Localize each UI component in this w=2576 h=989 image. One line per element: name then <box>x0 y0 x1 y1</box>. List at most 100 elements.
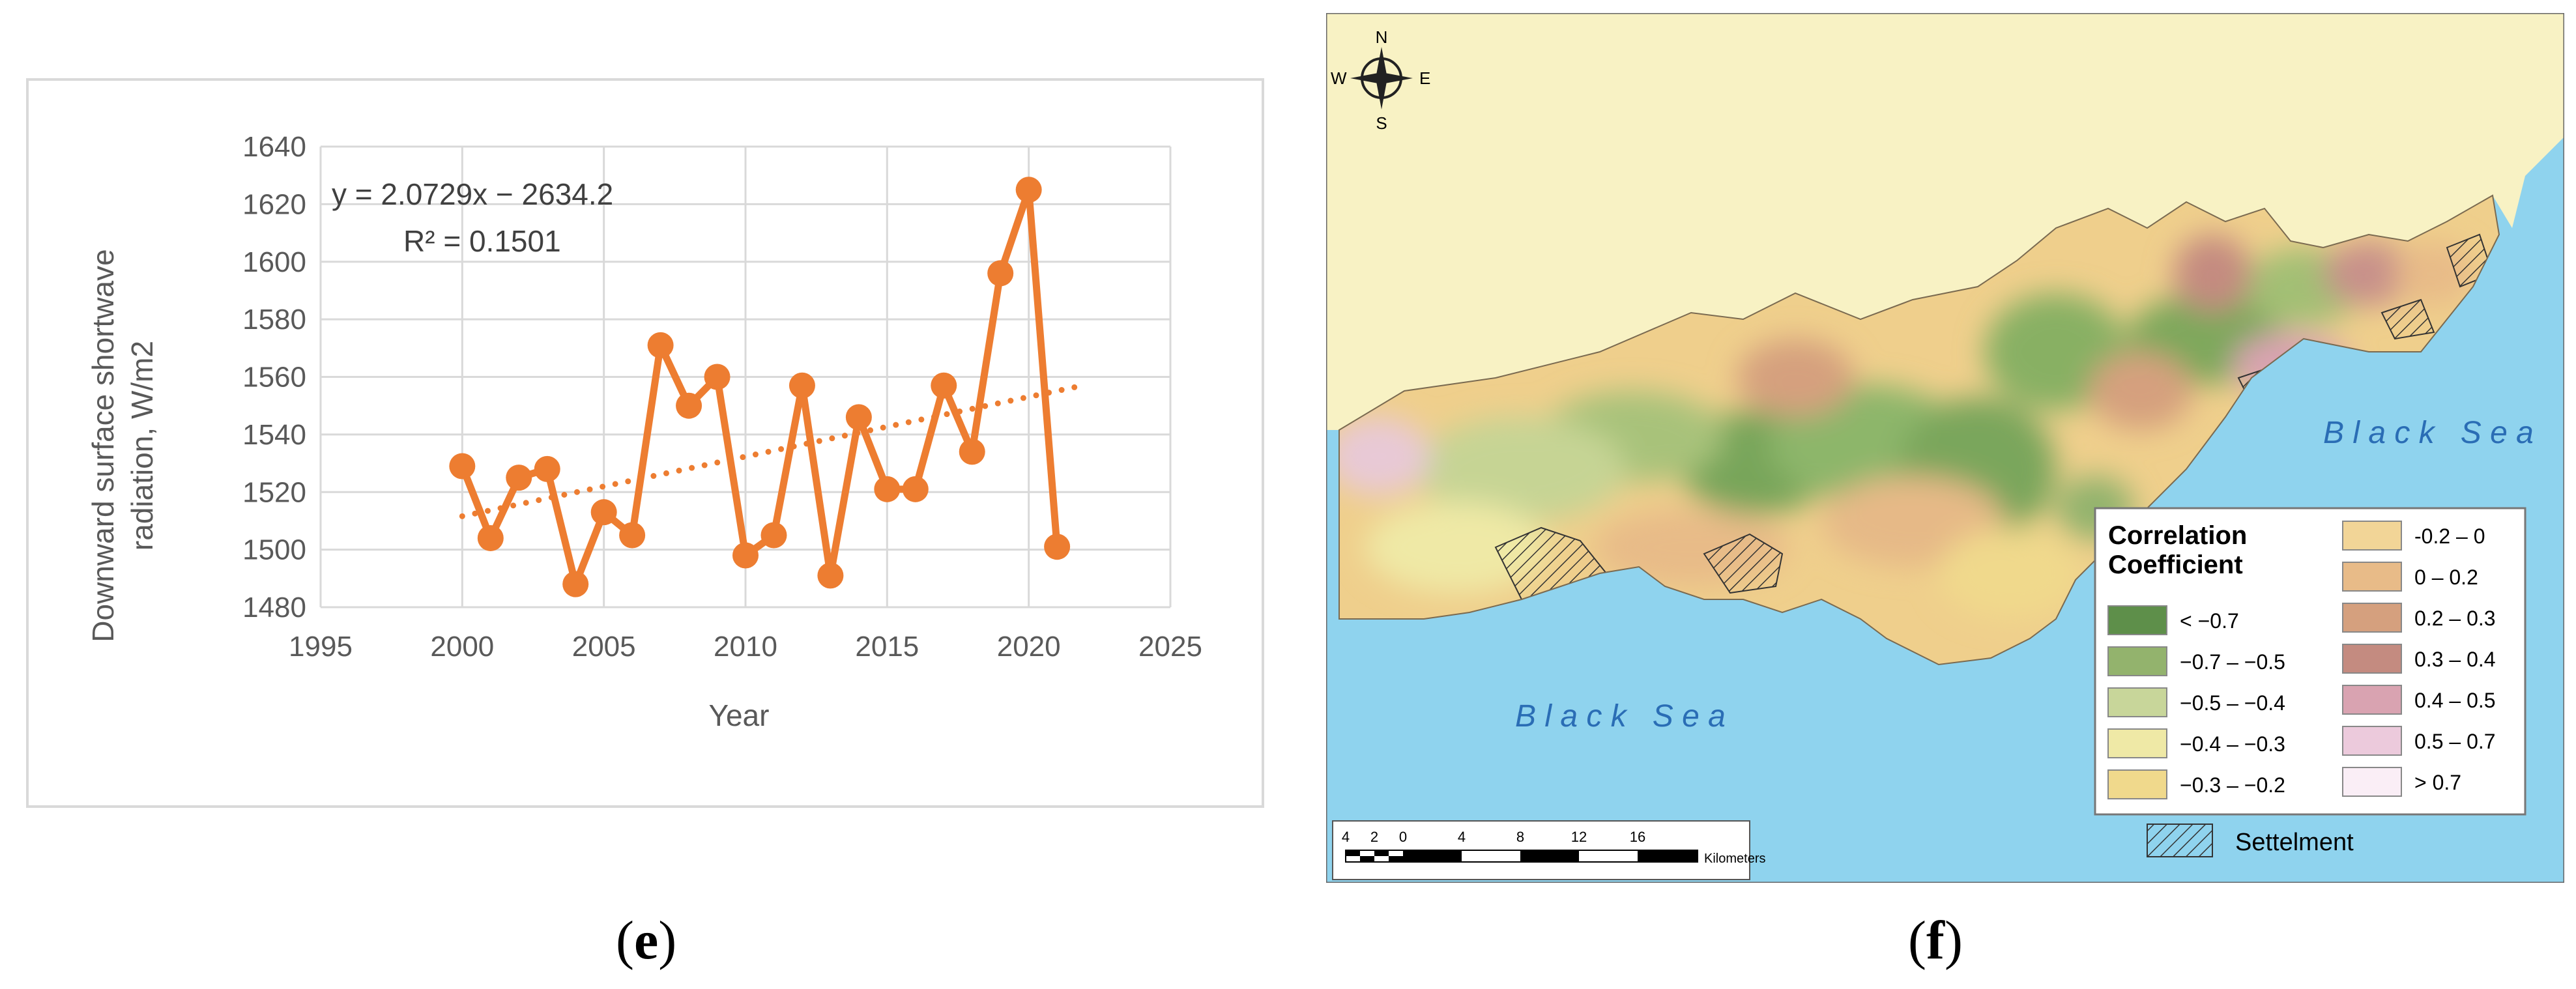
data-point <box>760 522 787 549</box>
x-tick-label: 2010 <box>714 631 777 663</box>
data-point <box>676 392 702 419</box>
y-tick-label: 1620 <box>242 188 306 220</box>
tick-labels: 1480 1500 1520 1540 1560 1580 1600 1620 1640 1995… <box>242 131 1202 663</box>
data-point <box>619 522 646 549</box>
settlement-swatch <box>2147 824 2213 857</box>
data-point <box>931 372 957 399</box>
y-tick-label: 1640 <box>242 131 306 163</box>
y-tick-label: 1560 <box>242 362 306 394</box>
sea-label-right: B l a c k S e a <box>2323 416 2534 450</box>
x-tick-label: 2020 <box>997 631 1061 663</box>
scale-unit: Kilometers <box>1704 852 1765 866</box>
legend-label: −0.4 – −0.3 <box>2180 732 2285 756</box>
sea-label-left: B l a c k S e a <box>1515 699 1726 734</box>
compass-w: W <box>1331 68 1347 88</box>
legend-label: −0.7 – −0.5 <box>2180 650 2285 674</box>
land-area-north <box>1326 13 2564 430</box>
caption-e: (e) <box>616 909 676 972</box>
r-squared-label: R² = 0.1501 <box>403 224 561 258</box>
data-point <box>732 542 759 569</box>
caption-f-close: ) <box>1944 910 1963 971</box>
settlement-area <box>1703 533 1784 594</box>
data-point <box>590 499 617 526</box>
legend-left-column: < −0.7 −0.7 – −0.5 −0.5 – −0.4 −0.4 – −0.3 −… <box>2107 605 2285 799</box>
y-tick-label: 1500 <box>242 534 306 566</box>
legend-swatch <box>2342 603 2402 633</box>
y-tick-label: 1600 <box>242 246 306 278</box>
legend-swatch <box>2342 562 2402 592</box>
legend-right-column: -0.2 – 0 0 – 0.2 0.2 – 0.3 0.3 – 0.4 0.4 – 0… <box>2342 521 2496 797</box>
y-axis-title-line-1: Downward surface shortwave <box>86 249 120 642</box>
chart-panel-e: 1480 1500 1520 1540 1560 1580 1600 1620 1640 1995… <box>26 78 1264 808</box>
legend-label: < −0.7 <box>2180 609 2239 633</box>
legend-label: > 0.7 <box>2414 771 2461 794</box>
data-point <box>506 465 532 491</box>
grid-lines <box>319 145 1172 609</box>
series-line <box>459 186 1061 588</box>
legend-swatch <box>2107 728 2167 758</box>
scale-tick-label: 8 <box>1516 829 1524 845</box>
compass-e: E <box>1419 68 1430 88</box>
series-layer <box>449 177 1071 597</box>
settlement-label: Settelment <box>2235 829 2354 856</box>
compass-s: S <box>1376 113 1387 133</box>
caption-f: (f) <box>1908 909 1963 972</box>
legend-swatch <box>2107 769 2167 799</box>
data-point <box>845 404 872 431</box>
legend-label: 0.4 – 0.5 <box>2414 689 2496 712</box>
legend-swatch <box>2342 644 2402 674</box>
data-point <box>959 438 985 465</box>
trendline-layer <box>459 382 1089 519</box>
scale-tick-label: 16 <box>1630 829 1645 845</box>
legend-label: 0.5 – 0.7 <box>2414 730 2496 753</box>
y-tick-label: 1580 <box>242 304 306 336</box>
legend-label: 0.3 – 0.4 <box>2414 648 2496 671</box>
legend-swatch <box>2107 646 2167 676</box>
legend-label: −0.5 – −0.4 <box>2180 691 2285 715</box>
x-tick-label: 2025 <box>1138 631 1202 663</box>
data-point <box>1015 177 1042 203</box>
data-point <box>789 372 815 399</box>
y-tick-label: 1480 <box>242 592 306 624</box>
data-point <box>477 524 504 551</box>
legend-title-line-1: Correlation <box>2108 521 2247 550</box>
map-panel-f: N S E W B l a c k S e a B l a c k S e a … <box>1325 12 2566 884</box>
legend-label: 0 – 0.2 <box>2414 566 2478 589</box>
scale-tick-labels: 4 2 0 4 8 12 16 <box>1342 829 1645 845</box>
compass-n: N <box>1376 27 1388 47</box>
caption-f-letter: f <box>1926 910 1945 971</box>
caption-f-open: ( <box>1908 910 1926 971</box>
map-legend: Correlation Coefficient < −0.7 −0.7 – −0.… <box>2094 507 2526 816</box>
legend-swatch <box>2342 521 2402 551</box>
scale-tick-label: 4 <box>1458 829 1466 845</box>
y-axis-title: Downward surface shortwave radiation, W/… <box>86 249 159 642</box>
x-tick-label: 2005 <box>572 631 636 663</box>
data-point <box>987 260 1014 287</box>
caption-e-open: ( <box>616 910 634 971</box>
line-chart: 1480 1500 1520 1540 1560 1580 1600 1620 1640 1995… <box>86 131 1202 732</box>
scale-bar: 4 2 0 4 8 12 16 Kilometers <box>1332 820 1765 880</box>
y-axis-title-line-2: radiation, W/m2 <box>125 341 159 551</box>
legend-title-line-2: Coefficient <box>2108 551 2243 579</box>
legend-label: -0.2 – 0 <box>2414 524 2485 548</box>
scale-tick-label: 0 <box>1399 829 1407 845</box>
legend-swatch <box>2342 767 2402 797</box>
legend-swatch <box>2107 605 2167 635</box>
legend-swatch <box>2342 685 2402 715</box>
region-boundary <box>1339 194 2500 666</box>
data-point <box>902 476 929 502</box>
legend-label: 0.2 – 0.3 <box>2414 607 2496 630</box>
y-tick-label: 1540 <box>242 419 306 451</box>
x-axis-title: Year <box>709 698 770 732</box>
correlation-map: N S E W B l a c k S e a B l a c k S e a … <box>1325 12 2566 884</box>
caption-e-letter: e <box>633 910 659 971</box>
data-point <box>1044 534 1071 560</box>
data-point <box>817 562 844 589</box>
data-point <box>449 453 476 480</box>
trend-equation: y = 2.0729x − 2634.2 <box>332 177 613 211</box>
data-point <box>534 455 560 482</box>
y-tick-label: 1520 <box>242 476 306 508</box>
scale-tick-label: 4 <box>1342 829 1350 845</box>
legend-swatch <box>2342 726 2402 756</box>
x-tick-label: 2000 <box>430 631 494 663</box>
